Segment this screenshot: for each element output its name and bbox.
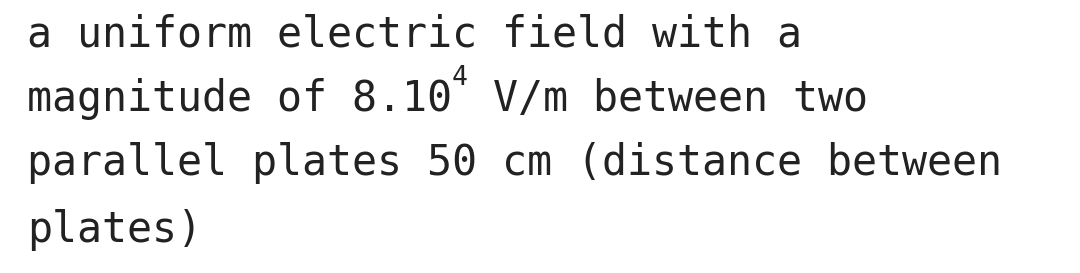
Text: V/m between two: V/m between two [468, 78, 868, 120]
Text: 4: 4 [453, 65, 468, 91]
Text: parallel plates 50 cm (distance between: parallel plates 50 cm (distance between [27, 142, 1002, 184]
Text: magnitude of 8.10: magnitude of 8.10 [27, 78, 453, 120]
Text: a uniform electric field with a: a uniform electric field with a [27, 13, 802, 55]
Text: plates): plates) [27, 209, 202, 251]
